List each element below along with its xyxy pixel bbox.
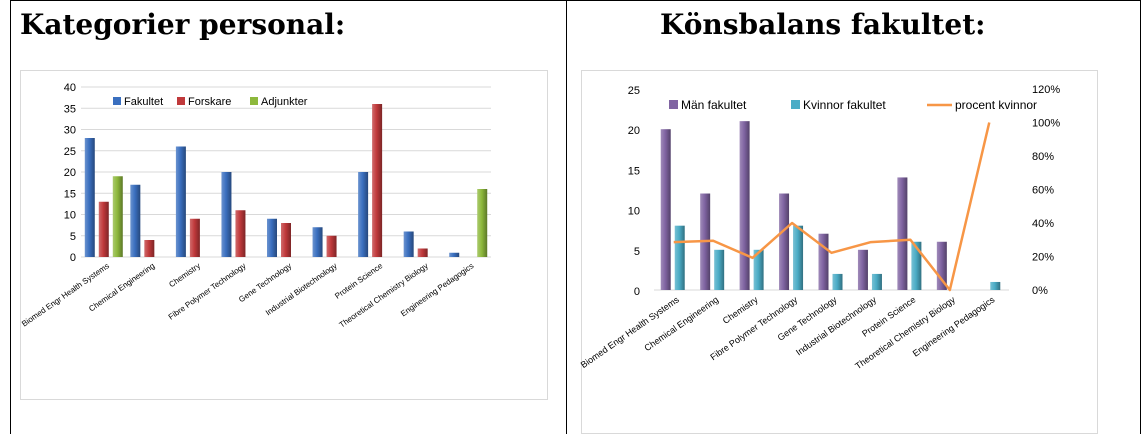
y-tick-label: 25 <box>628 85 640 97</box>
bar-fakultet <box>221 172 232 257</box>
y2-tick-label: 20% <box>1032 252 1054 264</box>
y2-tick-label: 120% <box>1032 84 1060 96</box>
bar-forskare <box>144 240 155 257</box>
y-tick-label: 0 <box>70 252 76 264</box>
y2-tick-label: 0% <box>1032 285 1048 297</box>
right-heading: Könsbalans fakultet: <box>660 8 986 41</box>
bar-fakultet <box>267 218 277 257</box>
y-tick-label: 0 <box>634 286 640 298</box>
legend-label-fakultet: Fakultet <box>124 96 163 108</box>
bar-fakultet <box>358 172 369 257</box>
x-category-label: Fibre Polymer Technology <box>167 261 248 321</box>
bar-m-n-fakultet <box>739 121 750 290</box>
bar-kvinnor-fakultet <box>674 225 685 290</box>
left-heading: Kategorier personal: <box>20 8 346 41</box>
y2-tick-label: 100% <box>1032 118 1060 130</box>
x-category-label: Engineering Pedagogics <box>399 261 475 318</box>
bar-m-n-fakultet <box>897 177 908 290</box>
legend-swatch-fakultet <box>113 97 121 105</box>
y2-tick-label: 60% <box>1032 185 1054 197</box>
legend-label-adjunkter: Adjunkter <box>261 96 308 108</box>
bar-fakultet <box>175 146 186 257</box>
bar-m-n-fakultet <box>936 241 947 290</box>
legend-swatch-adjunkter <box>250 97 258 105</box>
legend-swatch-kvinnor-fakultet <box>791 100 800 109</box>
legend-label-forskare: Forskare <box>188 96 231 108</box>
bar-kvinnor-fakultet <box>753 249 764 290</box>
x-category-label: Theoretical Chemistry Biology <box>338 261 430 329</box>
left-chart-panel: 0 5 10 15 20 25 30 35 40 Biomed Engr Health Syste… <box>20 70 548 400</box>
y-tick-label: 25 <box>64 146 76 158</box>
bar-m-n-fakultet <box>779 193 790 290</box>
bar-kvinnor-fakultet <box>714 249 725 290</box>
legend-label-m-n-fakultet: Män fakultet <box>681 98 747 112</box>
staff-categories-chart: 0 5 10 15 20 25 30 35 40 Biomed Engr Health Syste… <box>20 82 491 330</box>
bar-fakultet <box>449 252 460 257</box>
right-chart-panel: 0 5 10 15 20 25 0% 20% 40% 60% 80% 100% 120% Biomed E… <box>579 70 1098 434</box>
bar-m-n-fakultet <box>660 129 671 290</box>
legend-swatch-forskare <box>177 97 185 105</box>
y-tick-label: 15 <box>628 165 640 177</box>
y-tick-label: 5 <box>70 231 76 243</box>
table-frame <box>10 0 1141 434</box>
y-tick-label: 20 <box>628 125 640 137</box>
y-tick-label: 15 <box>64 188 76 200</box>
y-tick-label: 40 <box>64 82 76 94</box>
legend-label-kvinnor-fakultet: Kvinnor fakultet <box>803 98 886 112</box>
bar-kvinnor-fakultet <box>911 241 922 290</box>
bar-forskare <box>98 201 109 257</box>
line-procent-kvinnor <box>673 122 991 292</box>
bar-forskare <box>189 218 200 257</box>
bar-m-n-fakultet <box>818 233 829 290</box>
x-category-label: Chemical Engineering <box>642 294 720 353</box>
y-tick-label: 30 <box>64 125 76 137</box>
bar-adjunkter <box>112 176 123 257</box>
legend-swatch-m-n-fakultet <box>669 100 678 109</box>
bar-forskare <box>372 104 383 257</box>
bar-forskare <box>281 223 291 257</box>
bar-fakultet <box>312 227 323 257</box>
x-category-label: Biomed Engr Health Systems <box>20 261 111 328</box>
column-divider <box>566 0 567 434</box>
bar-m-n-fakultet <box>857 249 868 290</box>
y-tick-label: 10 <box>628 206 640 218</box>
bar-adjunkter <box>477 189 488 257</box>
y-tick-label: 5 <box>634 246 640 258</box>
x-category-label: Chemistry <box>167 261 202 289</box>
y-tick-label: 10 <box>64 210 76 222</box>
bar-kvinnor-fakultet <box>793 225 804 290</box>
bar-kvinnor-fakultet <box>832 273 843 290</box>
bar-kvinnor-fakultet <box>871 273 882 290</box>
bar-fakultet <box>403 231 414 257</box>
bar-forskare <box>235 210 246 257</box>
bar-fakultet <box>84 138 95 257</box>
legend-label-procent-kvinnor: procent kvinnor <box>955 98 1037 112</box>
bar-forskare <box>326 235 337 257</box>
y2-tick-label: 40% <box>1032 218 1054 230</box>
bar-forskare <box>417 248 428 257</box>
y2-tick-label: 80% <box>1032 151 1054 163</box>
bar-fakultet <box>130 184 141 257</box>
y-tick-label: 35 <box>64 103 76 115</box>
y-tick-label: 20 <box>64 167 76 179</box>
bar-kvinnor-fakultet <box>990 281 1001 290</box>
